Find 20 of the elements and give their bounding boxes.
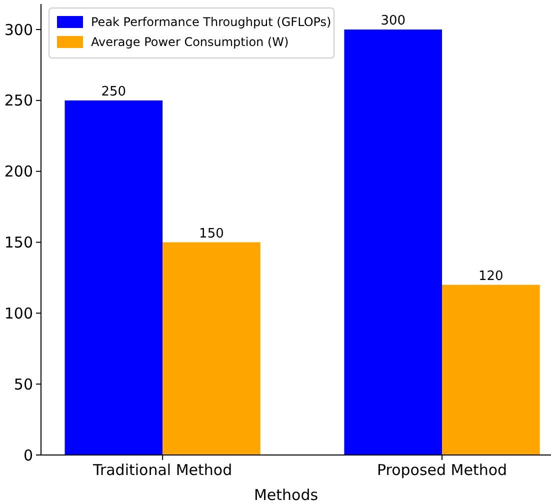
data-label: 150 [199,226,224,242]
legend-label: Peak Performance Throughput (GFLOPs) [91,15,332,30]
y-tick-label: 200 [4,162,33,181]
bar [344,30,442,455]
bar [442,284,540,455]
data-label: 250 [101,84,126,100]
data-label: 300 [380,14,406,29]
y-tick-label: 250 [4,92,33,110]
legend-label: Average Power Consumption (W) [91,35,289,50]
x-axis-title: Methods [254,486,318,504]
data-label: 120 [478,268,504,284]
bar [162,242,260,455]
x-tick-label: Proposed Method [376,461,508,479]
y-tick-label: 50 [14,375,33,394]
x-tick-label: Traditional Method [92,461,232,479]
y-tick-label: 300 [4,20,33,39]
y-tick-label: 100 [4,304,33,322]
bar [64,100,163,455]
y-tick-label: 150 [4,234,33,252]
y-tick-label: 0 [23,446,33,464]
